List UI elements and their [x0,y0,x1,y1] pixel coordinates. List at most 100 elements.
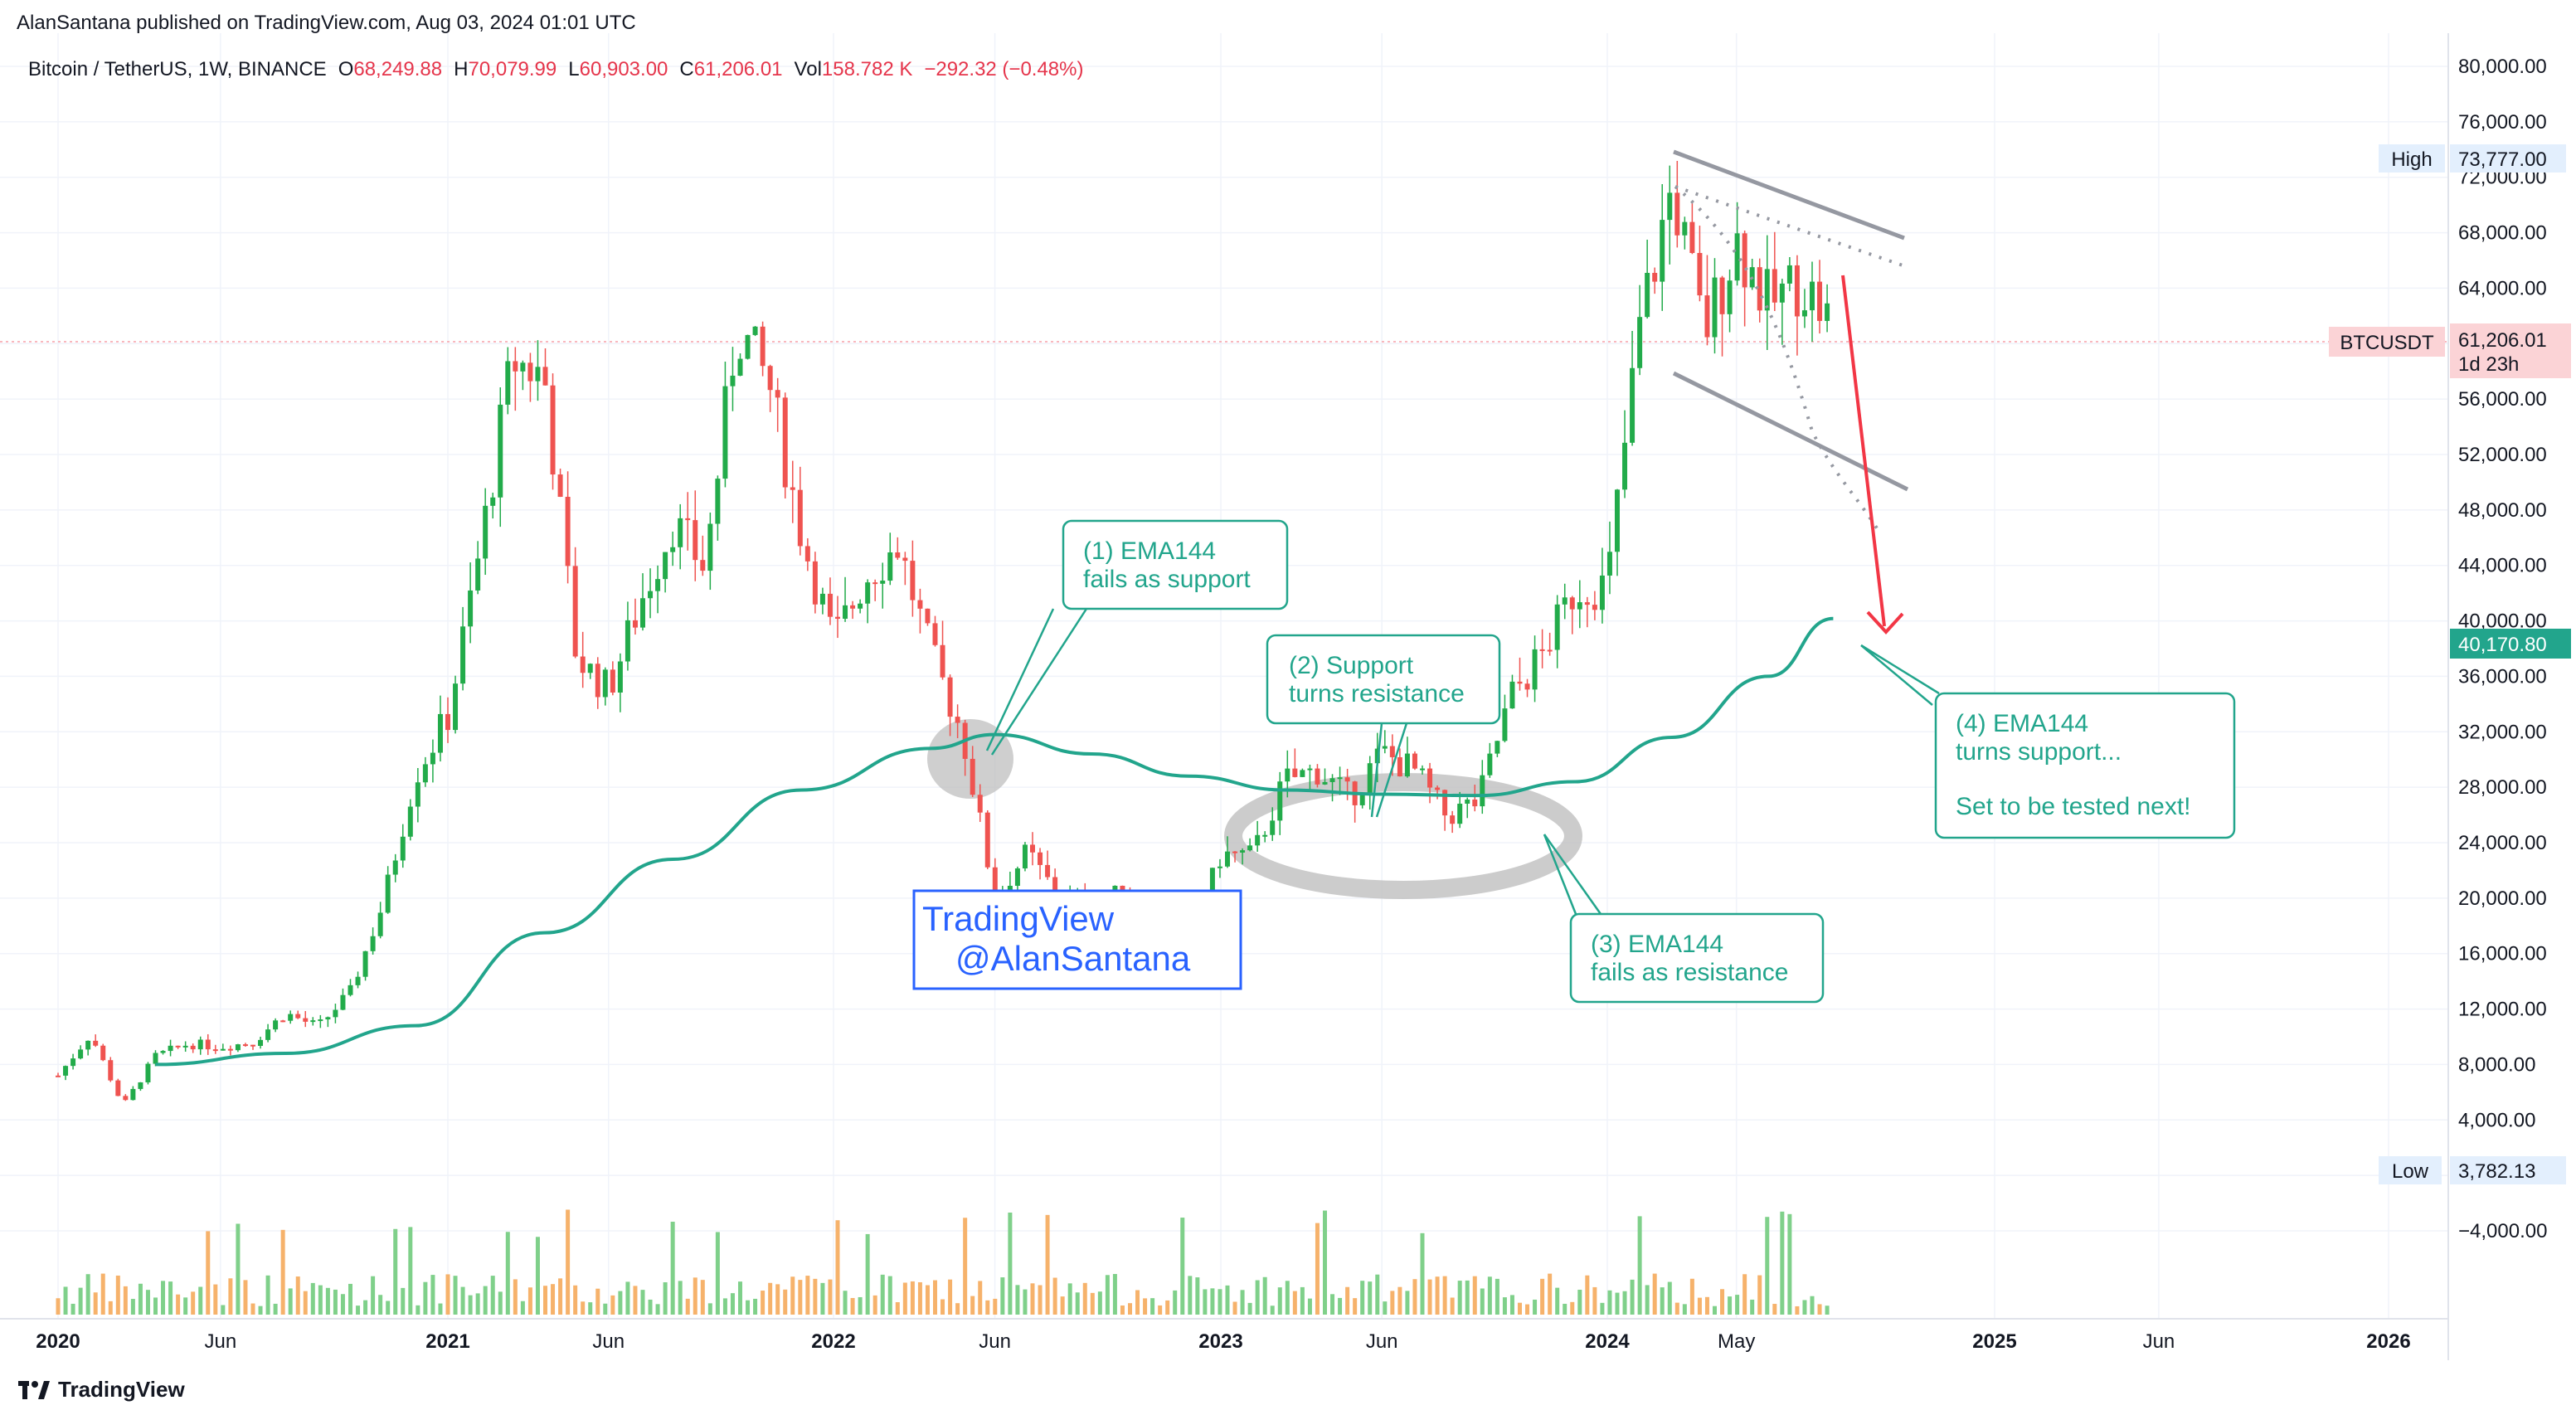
down-arrow-head [1866,610,1904,634]
candle-body-159 [1247,845,1253,851]
volume-bar-135 [1067,1283,1072,1315]
symbol-name[interactable]: Bitcoin / TetherUS, 1W, BINANCE [28,58,327,80]
candle-body-207 [1606,552,1612,576]
volume-bar-50 [430,1275,435,1315]
volume-bar-153 [1203,1289,1208,1315]
candle-body-158 [1240,850,1246,853]
volume-bar-123 [978,1281,983,1315]
volume-bar-20 [206,1231,211,1315]
time-tick-8: 2024 [1585,1330,1630,1353]
watermark-frame [912,889,1242,990]
volume-bar-87 [707,1303,712,1315]
candle-body-90 [730,375,736,387]
grid [0,33,2448,1319]
volume-bar-145 [1143,1298,1148,1315]
time-tick-5: Jun [979,1330,1011,1353]
volume-bar-112 [895,1302,900,1315]
candle-body-183 [1427,768,1433,788]
volume-bar-10 [130,1299,135,1315]
candle-body-122 [970,758,975,795]
time-axis[interactable]: 2020 Jun 2021 Jun 2022 Jun 2023 Jun 2024 May 2025 J… [36,1330,2410,1353]
candle-body-53 [453,683,459,731]
candle-body-161 [1262,834,1268,837]
candle-body-203 [1577,602,1582,610]
candle-body-60 [505,361,511,405]
annotation-3[interactable]: (3) EMA144 fails as resistance [1543,834,1825,1004]
tradingview-brand[interactable]: TradingView [18,1377,185,1403]
volume-bar-200 [1555,1287,1560,1315]
ema-value-bg [2450,629,2571,659]
candle-body-26 [250,1044,255,1047]
candle-body-204 [1584,602,1590,605]
candle-body-194 [1509,681,1515,709]
volume-bar-49 [423,1281,428,1315]
candle-body-116 [925,608,931,624]
volume-bar-109 [872,1295,877,1315]
annotation-4-line-1: (4) EMA144 [1956,710,2088,737]
candle-body-80 [655,579,661,591]
candle-body-215 [1667,192,1673,221]
price-tick-7: 52,000.00 [2458,444,2547,466]
volume-bar-88 [715,1232,720,1315]
highlight-resistance-ring [1224,773,1582,899]
candle-body-216 [1674,192,1680,236]
time-tick-6: 2023 [1198,1330,1242,1353]
candle-body-171 [1337,777,1343,780]
candle-body-0 [56,1075,61,1077]
candle-body-172 [1344,777,1350,782]
candle-body-67 [557,474,563,498]
volume-bar-98 [790,1276,795,1315]
volume-bar-228 [1765,1217,1770,1315]
price-tick-0: 80,000.00 [2458,56,2547,78]
volume-bar-176 [1375,1274,1380,1315]
volume-bar-119 [948,1279,953,1315]
candle-body-10 [130,1088,136,1101]
candle-body-22 [220,1048,226,1051]
high-value-bg [2450,144,2566,173]
annotation-3-line-1: (3) EMA144 [1591,931,1723,958]
annotation-1[interactable]: (1) EMA144 fails as support [985,519,1289,756]
candle-body-156 [1225,851,1230,867]
volume-bar-64 [535,1237,540,1315]
candle-body-25 [242,1044,248,1047]
candle-body-14 [160,1051,166,1053]
candle-body-35 [318,1019,323,1022]
candle-body-113 [902,557,908,562]
annotation-4[interactable]: (4) EMA144 turns support... Set to be te… [1860,644,2236,839]
annotation-2[interactable]: (2) Support turns resistance [1266,634,1501,818]
candle-body-168 [1315,768,1320,785]
volume-bar-209 [1622,1291,1627,1315]
candle-body-167 [1307,768,1313,771]
candle-body-76 [625,620,630,662]
volume-bar-110 [880,1274,885,1315]
candle-body-106 [850,605,856,609]
price-tick-12: 32,000.00 [2458,721,2547,743]
candle-body-34 [310,1020,316,1023]
last-value: 61,206.01 [2458,329,2547,352]
volume-bar-14 [161,1281,166,1315]
volume-bar-97 [783,1289,788,1315]
price-tick-3: 68,000.00 [2458,222,2547,245]
annotation-4-pointer [1860,644,1940,695]
candle-body-84 [685,518,691,521]
volume-bar-196 [1525,1304,1530,1315]
volume-bar-84 [685,1298,690,1315]
volume-bar-220 [1704,1296,1709,1315]
candle-body-202 [1569,597,1575,610]
candle-body-51 [437,713,443,753]
volume-bar-180 [1405,1291,1410,1315]
volume-bar-100 [805,1276,810,1315]
high-marker: High 73,777.00 [2379,144,2566,173]
candle-body-24 [235,1044,241,1051]
candle-body-95 [767,366,773,391]
symbol-legend: Bitcoin / TetherUS, 1W, BINANCE O68,249.8… [28,58,1083,81]
candle-body-133 [1052,877,1058,896]
volume-bar-52 [445,1274,450,1315]
volume-bar-129 [1023,1289,1028,1315]
annotation-1-line-1: (1) EMA144 [1083,537,1216,565]
candle-body-228 [1764,269,1770,311]
candle-body-72 [595,664,600,698]
candle-body-209 [1622,442,1628,490]
candle-body-128 [1014,868,1020,886]
